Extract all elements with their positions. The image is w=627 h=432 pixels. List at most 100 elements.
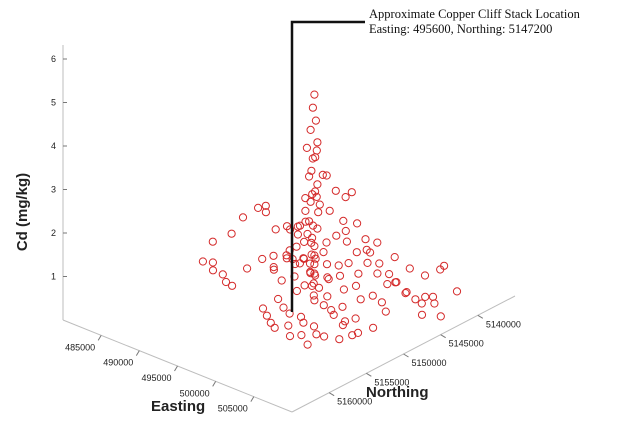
data-point: [310, 260, 319, 269]
easting-tick-label: 490000: [103, 358, 133, 368]
data-point: [303, 229, 312, 239]
northing-tick-mark: [328, 392, 335, 397]
data-point: [292, 286, 301, 296]
northing-tick-mark: [403, 353, 409, 358]
data-point: [368, 291, 377, 300]
data-point: [208, 237, 217, 246]
data-point: [356, 295, 365, 304]
data-point: [335, 271, 345, 280]
data-point: [306, 197, 315, 206]
data-point: [309, 279, 318, 288]
data-point: [308, 154, 317, 163]
data-point: [266, 318, 275, 327]
stack-line: [290, 20, 365, 312]
data-point: [353, 219, 362, 228]
easting-tick-mark: [212, 381, 217, 387]
data-point: [411, 295, 420, 304]
data-point: [301, 206, 310, 215]
data-point: [323, 273, 332, 282]
z-axis-title: Cd (mg/kg): [14, 173, 31, 251]
data-point: [314, 283, 324, 292]
data-point: [392, 278, 401, 287]
data-point: [381, 307, 390, 316]
data-point: [327, 306, 336, 315]
data-point: [269, 251, 278, 260]
easting-tick-mark: [97, 335, 102, 341]
data-point: [307, 238, 316, 247]
data-point: [308, 190, 317, 199]
data-point: [319, 301, 328, 310]
data-point: [293, 230, 302, 239]
data-point: [324, 275, 333, 284]
data-point: [428, 292, 438, 301]
data-point: [208, 258, 217, 267]
z-axis-ticks: 1 2 3 4 5 6: [51, 54, 67, 282]
data-point: [208, 266, 218, 275]
data-point: [303, 340, 312, 349]
northing-tick-mark: [366, 372, 372, 377]
northing-tick-mark: [440, 334, 446, 339]
data-point: [309, 322, 319, 331]
easting-tick-mark: [174, 365, 178, 372]
easting-tick-label: 505000: [218, 404, 248, 414]
data-point: [262, 311, 271, 320]
data-point: [261, 201, 270, 210]
data-point: [322, 260, 332, 269]
northing-axis-title: Northing: [366, 384, 428, 401]
data-point: [338, 302, 347, 311]
data-point: [421, 292, 430, 301]
data-point: [285, 309, 294, 318]
data-point: [310, 296, 319, 305]
data-point: [305, 172, 314, 181]
data-point: [417, 299, 426, 308]
data-point: [306, 269, 315, 278]
data-point: [282, 222, 292, 231]
data-point: [362, 245, 371, 254]
data-point: [401, 289, 410, 298]
data-point: [297, 331, 306, 340]
data-point: [361, 235, 370, 244]
data-point: [402, 288, 411, 297]
data-point: [335, 335, 344, 344]
data-point: [238, 213, 248, 222]
data-point: [269, 263, 278, 272]
easting-tick-label: 485000: [65, 342, 95, 352]
data-point: [341, 193, 350, 202]
data-point: [322, 171, 331, 180]
data-point: [351, 281, 361, 290]
data-point: [269, 265, 278, 274]
data-point: [325, 206, 334, 215]
z-tick-label: 1: [51, 272, 56, 282]
data-point: [279, 303, 288, 312]
data-point: [342, 237, 351, 246]
data-point: [430, 299, 439, 308]
data-point: [307, 281, 317, 290]
northing-tick-label: 5155000: [374, 377, 409, 387]
z-tick-label: 5: [51, 98, 56, 108]
easting-axis-title: Easting: [151, 398, 205, 415]
z-tick-label: 6: [51, 54, 56, 64]
data-point: [296, 312, 306, 321]
data-point: [311, 116, 320, 125]
stack-location-marker: Approximate Copper Cliff Stack Location …: [290, 7, 581, 312]
data-point: [440, 261, 449, 270]
data-point: [353, 328, 363, 337]
data-point: [338, 321, 347, 330]
data-point: [312, 330, 321, 339]
stack-annotation-line1: Approximate Copper Cliff Stack Location: [369, 7, 581, 21]
data-point: [258, 304, 268, 313]
data-point: [341, 226, 350, 236]
data-point: [284, 321, 293, 330]
z-tick-label: 3: [51, 185, 56, 195]
data-point: [243, 264, 252, 273]
data-point: [307, 166, 316, 175]
data-point: [314, 208, 323, 217]
data-point: [322, 238, 331, 247]
data-point: [344, 259, 353, 268]
data-point: [373, 238, 382, 247]
data-point: [332, 231, 341, 240]
data-point: [377, 298, 386, 307]
data-point: [315, 200, 324, 209]
data-point: [318, 170, 327, 179]
data-point: [282, 254, 291, 263]
